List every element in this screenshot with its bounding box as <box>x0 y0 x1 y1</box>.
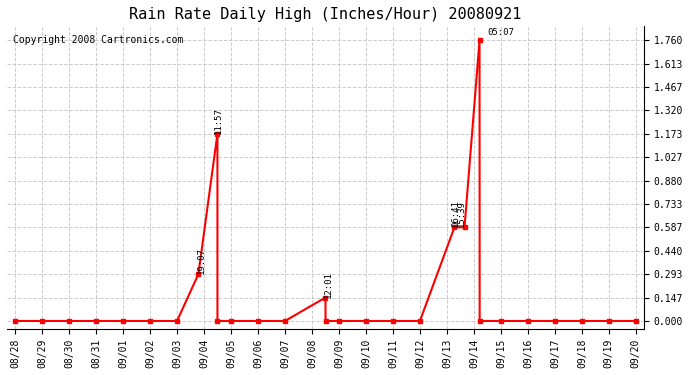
Title: Rain Rate Daily High (Inches/Hour) 20080921: Rain Rate Daily High (Inches/Hour) 20080… <box>129 7 522 22</box>
Text: 11:57: 11:57 <box>215 107 224 134</box>
Text: 15:39: 15:39 <box>457 201 466 227</box>
Text: 19:07: 19:07 <box>197 248 206 274</box>
Text: 05:07: 05:07 <box>488 28 515 37</box>
Text: 12:01: 12:01 <box>324 271 333 297</box>
Text: Copyright 2008 Cartronics.com: Copyright 2008 Cartronics.com <box>13 35 184 45</box>
Text: 06:41: 06:41 <box>451 201 460 227</box>
